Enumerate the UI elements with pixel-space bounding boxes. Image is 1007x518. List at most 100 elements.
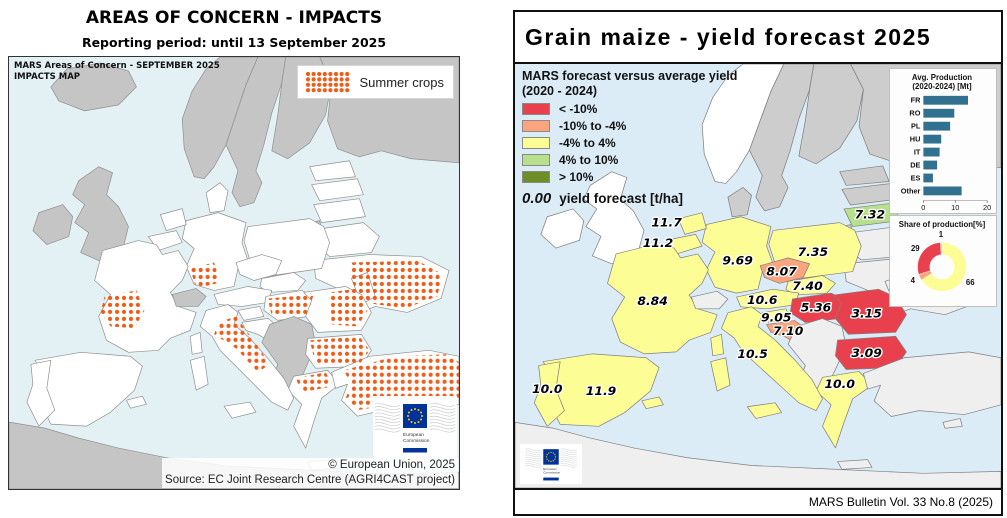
- share-of-production-chart: Share of production[%] 66 4 29 1: [889, 215, 997, 307]
- bar-Other: [923, 186, 962, 196]
- country-slovenia: [761, 308, 791, 323]
- donut-label-1: 1: [939, 230, 944, 239]
- legend-swatch-3: [522, 154, 550, 166]
- country-value-label-FR: 8.84: [637, 294, 667, 307]
- country-slovakia: [785, 275, 836, 296]
- legend-label-1: -10% to -4%: [559, 119, 627, 133]
- bar-label-RO: RO: [909, 109, 920, 118]
- country-value-label-SI: 9.05: [761, 311, 791, 324]
- eu-commission-logo: European Commission: [373, 396, 457, 458]
- yield-legend-title-line2: (2020 - 2024): [522, 84, 598, 98]
- summer-crops-legend: Summer crops: [297, 65, 454, 99]
- legend-value-caption: yield forecast [t/ha]: [559, 191, 683, 206]
- yield-legend-title-line1: MARS forecast versus average yield: [522, 69, 738, 83]
- svg-text:Avg. Production: Avg. Production: [912, 73, 972, 82]
- bar-label-Other: Other: [901, 186, 921, 195]
- legend-value-row: 0.00 yield forecast [t/ha]: [522, 190, 737, 207]
- svg-text:European: European: [403, 432, 424, 438]
- svg-text:Commission: Commission: [543, 471, 560, 475]
- country-sweden: [749, 64, 815, 212]
- legend-label-4: > 10%: [559, 170, 594, 184]
- country-turkey: [862, 351, 1001, 417]
- left-map-reporting-period: Reporting period: until 13 September 202…: [81, 35, 387, 50]
- country-value-label-GR: 10.0: [824, 378, 854, 391]
- country-sardinia: [710, 357, 731, 392]
- svg-text:Commission: Commission: [403, 438, 430, 444]
- country-africa: [515, 422, 1001, 488]
- country-czechia: [759, 257, 810, 284]
- country-germany: [701, 216, 774, 294]
- share-of-production-donut: Share of production[%] 66 4 29 1: [899, 220, 986, 292]
- bar-label-DE: DE: [910, 160, 920, 169]
- country-balearics: [126, 395, 147, 409]
- dots-germany-sw: [190, 262, 221, 289]
- bar-axis-tick: 20: [983, 203, 991, 211]
- country-value-label-BE: 11.2: [643, 237, 673, 250]
- country-portugal: [26, 359, 56, 427]
- country-estonia: [839, 165, 890, 186]
- country-sardinia: [189, 355, 209, 391]
- donut-label-66: 66: [966, 278, 975, 287]
- dots-greece-north: [295, 372, 334, 393]
- donut-slice-66: [921, 242, 967, 292]
- dots-hungary: [267, 294, 314, 317]
- source-text: Source: EC Joint Research Centre (AGRI4C…: [162, 473, 458, 488]
- donut-title: Share of production[%]: [899, 220, 986, 229]
- country-sicily: [746, 402, 783, 419]
- map-corner-label-line1: MARS Areas of Concern - SEPTEMBER 2025: [14, 61, 220, 71]
- donut-label-4: 4: [911, 276, 916, 285]
- country-czechia: [235, 254, 283, 281]
- left-map-title: AREAS OF CONCERN - IMPACTS: [85, 8, 383, 28]
- country-romania: [832, 288, 907, 335]
- donut-label-29: 29: [911, 244, 920, 253]
- country-value-label-DE: 9.69: [722, 254, 752, 267]
- bar-label-IT: IT: [914, 148, 921, 157]
- country-sweden: [225, 57, 287, 208]
- grain-maize-panel: Grain maize - yield forecast 2025 10.0 11…: [513, 10, 1003, 516]
- country-switzerland: [690, 290, 729, 310]
- country-value-label-IT: 10.5: [737, 347, 767, 360]
- country-switzerland: [171, 288, 207, 307]
- country-corsica: [189, 332, 203, 355]
- legend-swatch-4: [522, 171, 550, 183]
- country-value-label-RO: 3.15: [851, 307, 881, 320]
- bar-label-FR: FR: [911, 96, 921, 105]
- bar-PL: [923, 121, 951, 131]
- yield-legend: MARS forecast versus average yield (2020…: [522, 69, 737, 207]
- country-austria: [213, 286, 273, 307]
- country-lithuania: [313, 198, 366, 223]
- country-value-label-HU: 5.36: [801, 301, 831, 314]
- country-estonia: [309, 160, 356, 182]
- country-slovakia: [259, 272, 307, 293]
- bar-ES: [923, 173, 933, 183]
- bar-DE: [923, 160, 938, 170]
- bar-label-HU: HU: [910, 135, 921, 144]
- country-norway: [701, 64, 785, 184]
- areas-of-concern-map: MARS Areas of Concern - SEPTEMBER 2025 I…: [8, 56, 460, 490]
- legend-class-row: < -10%: [522, 102, 737, 116]
- dots-ukraine-south: [349, 260, 444, 309]
- country-corsica: [710, 333, 724, 357]
- map-corner-label-line2: IMPACTS MAP: [14, 72, 81, 82]
- legend-label-0: < -10%: [559, 102, 598, 116]
- country-latvia: [311, 178, 364, 202]
- legend-class-row: -10% to -4%: [522, 119, 737, 133]
- country-france: [607, 243, 718, 355]
- country-sicily: [223, 401, 257, 419]
- legend-class-row: -4% to 4%: [522, 136, 737, 150]
- legend-swatch-1: [522, 120, 550, 132]
- legend-swatch-2: [522, 137, 550, 149]
- country-slovenia: [237, 306, 265, 321]
- bar-IT: [923, 147, 940, 157]
- country-value-label-AT: 10.6: [747, 293, 777, 306]
- dots-france-west: [100, 290, 145, 329]
- country-value-label-SK: 7.40: [792, 280, 822, 293]
- country-value-label-BG: 3.09: [851, 346, 881, 359]
- legend-swatch-0: [522, 103, 550, 115]
- legend-label-2: -4% to 4%: [559, 136, 616, 150]
- right-map-title: Grain maize - yield forecast 2025: [515, 12, 1001, 64]
- country-norway: [181, 57, 259, 180]
- donut-slice-1: [940, 242, 943, 255]
- dots-romania-east: [329, 288, 368, 327]
